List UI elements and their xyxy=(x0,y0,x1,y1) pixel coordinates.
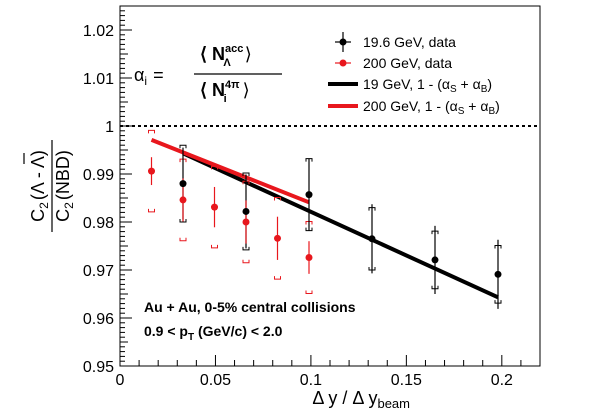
formula-den-close: ⟩ xyxy=(243,80,250,100)
data-point-series-0 xyxy=(179,180,187,188)
y-title-den-paren: (NBD) xyxy=(53,150,73,200)
legend-200m-label-b: + α xyxy=(464,98,488,114)
x-tick-label: 0.05 xyxy=(200,372,231,389)
x-tick-label: 0.1 xyxy=(300,372,322,389)
sys-bracket-bottom xyxy=(211,244,218,249)
formula-den-open: ⟨ N xyxy=(200,80,225,100)
formula-numerator: ⟨ Nacc Λ ⟩ xyxy=(200,43,252,69)
y-tick-label: 0.97 xyxy=(83,263,114,280)
sys-bracket-bottom xyxy=(242,259,250,264)
data-point-series-1 xyxy=(274,234,281,242)
data-point-series-1 xyxy=(148,167,155,175)
legend-200m-label: 200 GeV, 1 - (αS + αB) xyxy=(363,98,500,117)
legend-200m-label-bsub: B xyxy=(488,106,495,117)
sys-bracket-bottom xyxy=(242,246,250,251)
y-tick-label: 1 xyxy=(105,119,114,136)
formula-equals: = xyxy=(153,65,164,85)
data-point-series-1 xyxy=(179,196,187,204)
legend-196-marker xyxy=(339,38,347,46)
formula-alpha-sub: i xyxy=(144,74,147,88)
y-axis-title: C2(Λ - Λ) C2(NBD) xyxy=(23,140,76,232)
data-point-series-1 xyxy=(211,203,218,211)
x-axis-title-sub: beam xyxy=(377,396,410,411)
y-axis-ticks: 0.95 0.96 0.97 0.98 0.99 1 1.01 1.02 xyxy=(83,5,132,376)
formula-num-sub: Λ xyxy=(223,57,231,69)
legend-200m-label-a: 200 GeV, 1 - (α xyxy=(363,98,458,114)
formula-num-sup: acc xyxy=(225,43,243,55)
y-tick-label: 1.02 xyxy=(83,23,114,40)
annotation-pt-a: 0.9 < p xyxy=(144,323,188,339)
sys-bracket-bottom xyxy=(148,208,155,213)
legend-entry-200-data: 200 GeV, data xyxy=(335,55,452,71)
legend-196-label: 19.6 GeV, data xyxy=(363,34,456,50)
data-point-series-0 xyxy=(368,235,376,243)
sys-bracket-bottom xyxy=(274,276,281,280)
x-tick-label: 0.15 xyxy=(391,372,422,389)
y-tick-label: 0.98 xyxy=(83,215,114,232)
model-line-1 xyxy=(150,138,310,205)
alpha-formula: αi = ⟨ Nacc Λ ⟩ ⟨ N4π i ⟩ xyxy=(134,43,282,105)
sys-bracket-top xyxy=(242,172,250,177)
annotation-collision-system: Au + Au, 0-5% central collisions xyxy=(144,299,356,315)
legend-19-label-bsub: B xyxy=(481,84,488,95)
y-tick-label: 1.01 xyxy=(83,71,114,88)
formula-num-open: ⟨ N xyxy=(200,44,225,64)
data-points xyxy=(148,167,502,278)
sys-bracket-bottom xyxy=(179,219,187,223)
formula-den-sup: 4π xyxy=(225,79,240,91)
legend-19-label-end: ) xyxy=(487,76,492,92)
legend-entry-200-model: 200 GeV, 1 - (αS + αB) xyxy=(328,98,500,117)
sys-bracket-bottom xyxy=(179,237,187,242)
y-title-denominator: C2 (NBD) xyxy=(53,150,76,222)
statistical-errors xyxy=(150,147,499,309)
y-title-num-sub: 2 xyxy=(37,202,51,209)
legend-200m-label-s: S xyxy=(458,106,465,117)
x-axis-title-main: Δ y / Δ y xyxy=(312,388,377,408)
formula-lhs: αi = xyxy=(134,65,164,88)
legend-19-label: 19 GeV, 1 - (αS + αB) xyxy=(363,76,492,95)
x-axis-ticks: 0 0.05 0.1 0.15 0.2 xyxy=(116,355,541,389)
sys-bracket-top xyxy=(148,129,155,134)
annotation-pt-b: (GeV/c) < 2.0 xyxy=(194,323,283,339)
legend-200m-label-end: ) xyxy=(495,98,500,114)
formula-den-sub: i xyxy=(224,93,227,105)
legend-entry-196-data: 19.6 GeV, data xyxy=(335,32,456,52)
model-line-0 xyxy=(182,151,499,300)
formula-num-close: ⟩ xyxy=(245,44,252,64)
data-point-series-1 xyxy=(242,218,250,226)
formula-denominator: ⟨ N4π i ⟩ xyxy=(200,79,250,105)
x-tick-label: 0.2 xyxy=(491,372,513,389)
data-point-series-0 xyxy=(242,207,250,215)
sys-bracket-bottom xyxy=(305,290,313,295)
x-tick-label: 0 xyxy=(116,372,125,389)
annotation-pt-sub: T xyxy=(188,332,194,343)
formula-alpha: α xyxy=(134,65,144,85)
data-point-series-0 xyxy=(305,191,313,199)
y-title-num-c: C xyxy=(28,209,48,222)
sys-bracket-top xyxy=(179,144,187,149)
y-tick-label: 0.95 xyxy=(83,359,114,376)
sys-bracket-top xyxy=(211,165,218,170)
legend-19-label-a: 19 GeV, 1 - (α xyxy=(363,76,450,92)
y-title-den-c: C xyxy=(53,209,73,222)
data-point-series-0 xyxy=(494,270,502,278)
legend-200-marker xyxy=(339,59,347,67)
data-point-series-0 xyxy=(431,256,439,264)
y-title-numerator: C2 (Λ - Λ) xyxy=(28,150,51,222)
y-tick-label: 0.99 xyxy=(83,167,114,184)
y-tick-label: 0.96 xyxy=(83,311,114,328)
sys-bracket-top xyxy=(274,197,281,201)
annotation-pt-range: 0.9 < pT (GeV/c) < 2.0 xyxy=(144,323,283,343)
x-axis-title: Δ y / Δ ybeam xyxy=(312,388,410,411)
legend-19-label-s: S xyxy=(450,84,457,95)
legend-19-label-b: + α xyxy=(457,76,481,92)
legend: 19.6 GeV, data 200 GeV, data 19 GeV, 1 -… xyxy=(328,32,500,117)
data-point-series-1 xyxy=(305,254,313,262)
legend-entry-19-model: 19 GeV, 1 - (αS + αB) xyxy=(328,76,492,95)
y-title-den-sub: 2 xyxy=(62,202,76,209)
model-lines xyxy=(150,138,499,300)
legend-200-label: 200 GeV, data xyxy=(363,55,452,71)
y-title-num-paren: (Λ - Λ) xyxy=(28,150,48,200)
